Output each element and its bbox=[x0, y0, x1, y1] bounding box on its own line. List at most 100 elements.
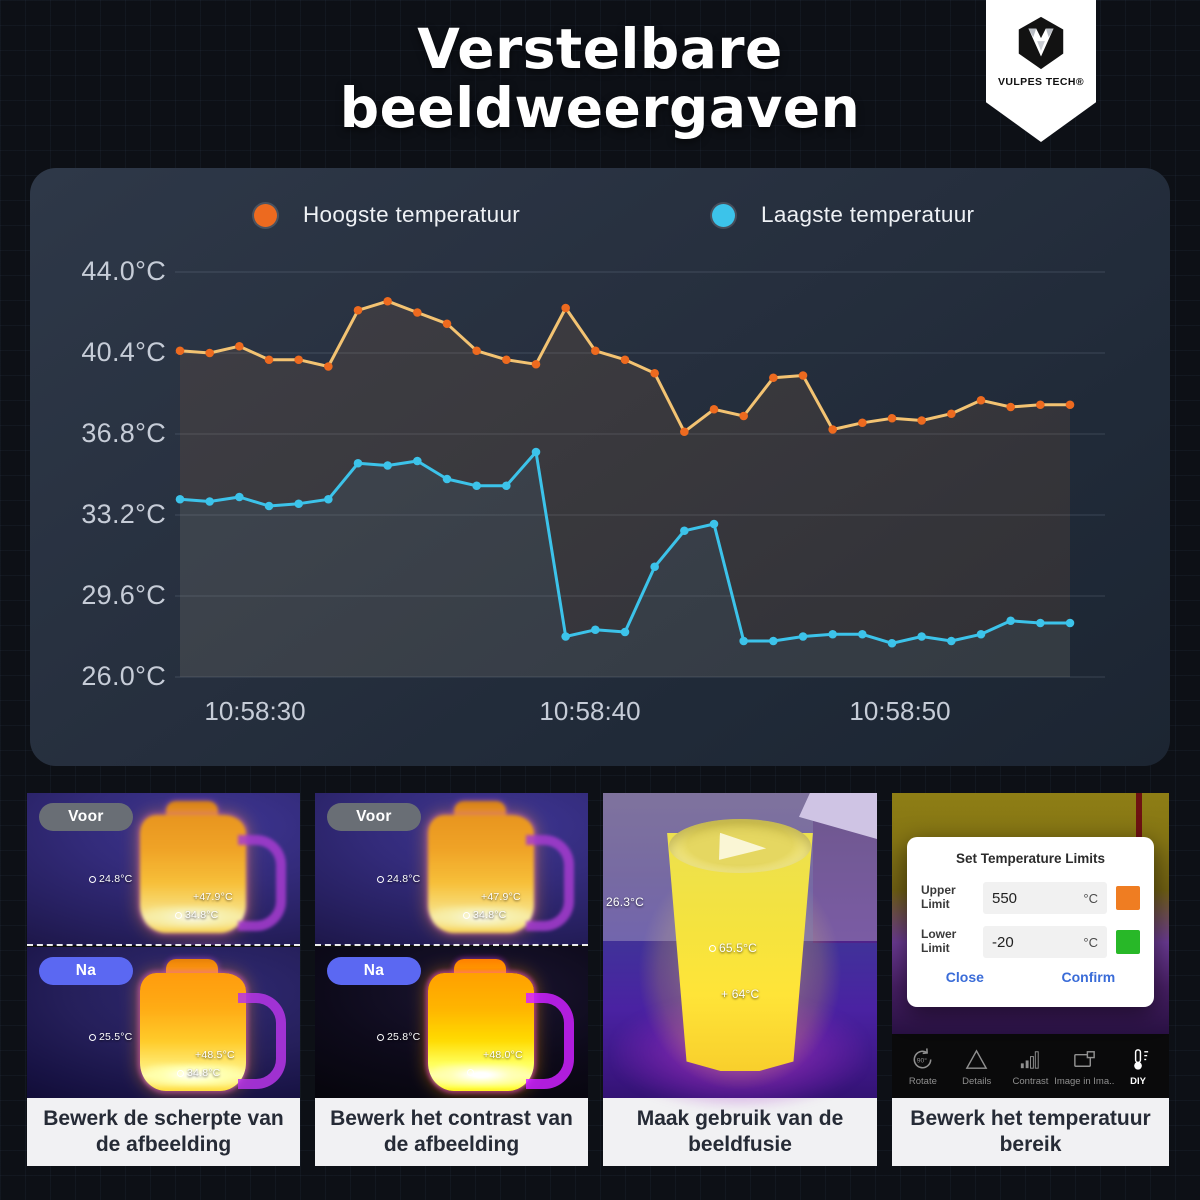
data-point-marker bbox=[442, 319, 452, 329]
fusion-temp-label: 26.3°C bbox=[606, 895, 645, 909]
data-point-marker bbox=[531, 359, 541, 369]
temp-center-label bbox=[467, 1069, 477, 1076]
data-point-marker bbox=[709, 519, 719, 529]
data-point-marker bbox=[264, 355, 274, 365]
temp-center-label: 34.8°C bbox=[177, 1067, 220, 1079]
data-point-marker bbox=[976, 629, 986, 639]
thermal-kettle-image bbox=[428, 801, 576, 941]
temp-spot-label: 25.8°C bbox=[377, 1031, 420, 1043]
y-axis-tick-label: 29.6°C bbox=[81, 580, 166, 610]
lower-limit-input[interactable]: -20 °C bbox=[983, 926, 1107, 958]
temp-cross-label: +48.0°C bbox=[483, 1049, 523, 1061]
panel-caption: Bewerk het contrast van de afbeelding bbox=[315, 1098, 588, 1166]
upper-limit-input[interactable]: 550 °C bbox=[983, 882, 1107, 914]
spot-marker-icon bbox=[377, 1033, 384, 1041]
sharpness-before-image: Voor 24.8°C +47.9°C 34.8°C bbox=[27, 793, 300, 945]
data-point-marker bbox=[769, 636, 778, 646]
panel-contrast: Voor 24.8°C +47.9°C 34.8°C Na 25.8°C +48… bbox=[315, 793, 588, 1166]
brand-ribbon: VULPES TECH® bbox=[986, 0, 1096, 142]
data-point-marker bbox=[442, 474, 452, 484]
data-point-marker bbox=[591, 625, 600, 635]
image-in-image-tool[interactable]: Image in Ima.. bbox=[1054, 1046, 1114, 1087]
temp-cross-label: + 64°C bbox=[721, 987, 760, 1001]
legend-label-lowest: Laagste temperatuur bbox=[761, 202, 975, 227]
data-point-marker bbox=[561, 303, 570, 313]
camera-toolbar: 90° Rotate Details Contrast bbox=[892, 1034, 1169, 1098]
spot-marker-icon bbox=[467, 1069, 474, 1076]
diy-thermometer-icon bbox=[1133, 1048, 1148, 1070]
data-point-marker bbox=[353, 305, 363, 315]
contrast-after-image: Na 25.8°C +48.0°C bbox=[315, 947, 588, 1098]
lower-limit-unit: °C bbox=[1083, 934, 1098, 950]
data-point-marker bbox=[472, 481, 481, 491]
temp-cross-label: +47.9°C bbox=[481, 891, 521, 903]
legend-dot-lowest bbox=[712, 203, 735, 227]
data-point-marker bbox=[976, 395, 986, 405]
thermal-kettle-image bbox=[140, 959, 288, 1098]
data-point-marker bbox=[887, 638, 897, 648]
lower-limit-label: Lower Limit bbox=[921, 927, 957, 955]
before-after-divider bbox=[27, 944, 300, 946]
legend-label-highest: Hoogste temperatuur bbox=[303, 202, 521, 227]
upper-limit-color-swatch[interactable] bbox=[1116, 886, 1140, 910]
temp-spot-label: 24.8°C bbox=[377, 873, 420, 885]
lower-limit-value: -20 bbox=[992, 933, 1014, 951]
data-point-marker bbox=[235, 341, 244, 351]
data-point-marker bbox=[650, 562, 659, 572]
spot-marker-icon bbox=[89, 1033, 96, 1041]
close-button[interactable]: Close bbox=[945, 969, 984, 985]
thermal-kettle-image bbox=[140, 801, 288, 941]
panel-caption: Bewerk de scherpte van de afbeelding bbox=[27, 1098, 300, 1166]
data-point-marker bbox=[502, 481, 511, 491]
data-point-marker bbox=[798, 632, 808, 641]
data-point-marker bbox=[887, 413, 897, 423]
data-point-marker bbox=[561, 632, 570, 641]
before-badge: Voor bbox=[327, 803, 421, 831]
data-point-marker bbox=[739, 411, 748, 421]
image-in-image-icon bbox=[1073, 1050, 1095, 1067]
spot-marker-icon bbox=[463, 911, 470, 919]
y-axis-tick-label: 26.0°C bbox=[81, 661, 166, 691]
data-point-marker bbox=[205, 497, 214, 506]
upper-limit-unit: °C bbox=[1083, 890, 1098, 906]
data-point-marker bbox=[1036, 400, 1045, 410]
data-point-marker bbox=[1006, 402, 1015, 412]
temperature-line-chart bbox=[175, 271, 1105, 678]
data-point-marker bbox=[798, 371, 808, 380]
rotate-icon: 90° bbox=[913, 1047, 932, 1068]
x-axis-tick-label: 10:58:30 bbox=[204, 696, 306, 726]
brand-name: VULPES TECH® bbox=[997, 76, 1085, 88]
data-point-marker bbox=[769, 373, 778, 383]
confirm-button[interactable]: Confirm bbox=[1061, 969, 1116, 985]
data-point-marker bbox=[1036, 618, 1045, 628]
contrast-before-image: Voor 24.8°C +47.9°C 34.8°C bbox=[315, 793, 588, 945]
data-point-marker bbox=[324, 494, 333, 504]
data-point-marker bbox=[947, 409, 956, 419]
contrast-icon bbox=[1020, 1050, 1039, 1069]
temp-cross-label: +48.5°C bbox=[195, 1049, 235, 1061]
upper-limit-label: Upper Limit bbox=[921, 883, 956, 911]
temperature-chart-panel: Hoogste temperatuur Laagste temperatuur … bbox=[30, 168, 1170, 766]
details-tool[interactable]: Details bbox=[951, 1046, 1003, 1087]
data-point-marker bbox=[175, 346, 185, 356]
data-point-marker bbox=[294, 499, 303, 509]
panel-sharpness: Voor 24.8°C +47.9°C 34.8°C Na 25.5°C +48… bbox=[27, 793, 300, 1166]
lower-limit-color-swatch[interactable] bbox=[1116, 930, 1140, 954]
before-badge: Voor bbox=[39, 803, 133, 831]
lower-limit-row: Lower Limit -20 °C bbox=[921, 925, 1140, 959]
contrast-tool[interactable]: Contrast bbox=[1004, 1046, 1056, 1087]
data-point-marker bbox=[502, 355, 511, 365]
rotate-tool[interactable]: 90° Rotate bbox=[897, 1046, 949, 1087]
y-axis-tick-label: 33.2°C bbox=[81, 499, 166, 529]
temp-center-label: 34.8°C bbox=[175, 909, 218, 921]
y-axis-tick-label: 44.0°C bbox=[81, 256, 166, 286]
spot-marker-icon bbox=[175, 911, 182, 919]
legend-item-lowest: Laagste temperatuur bbox=[712, 202, 974, 228]
legend-dot-highest bbox=[254, 203, 277, 227]
upper-limit-value: 550 bbox=[992, 889, 1018, 907]
temp-cross-label: +47.9°C bbox=[193, 891, 233, 903]
diy-tool[interactable]: DIY bbox=[1112, 1046, 1164, 1087]
y-axis-tick-label: 36.8°C bbox=[81, 418, 166, 448]
data-point-marker bbox=[413, 308, 422, 317]
